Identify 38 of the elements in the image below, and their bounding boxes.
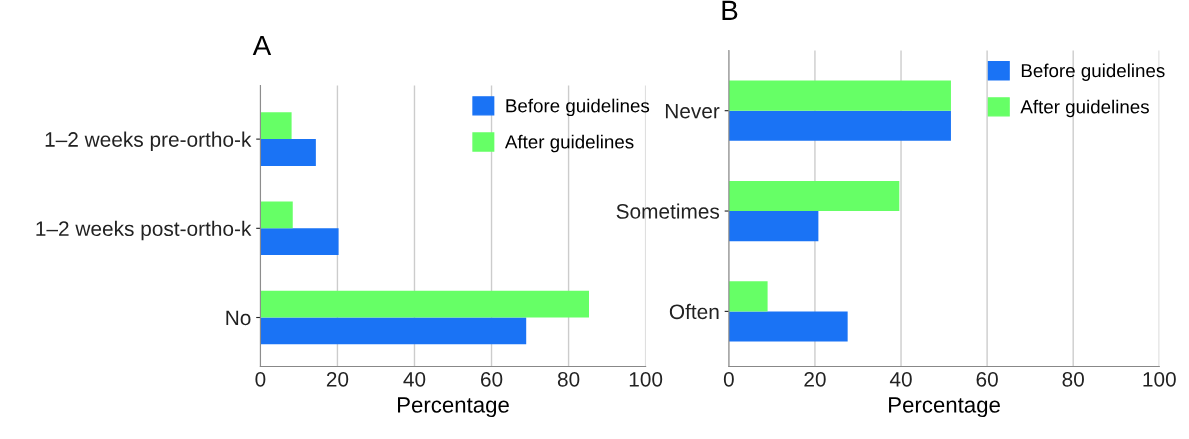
x-tick-label: 40: [889, 371, 912, 387]
x-tick-label: 0: [255, 371, 266, 387]
legend-label: After guidelines: [504, 134, 634, 153]
y-tick-label: No: [226, 310, 251, 326]
bar: [260, 317, 527, 345]
y-tick-label: Sometimes: [616, 203, 720, 219]
y-tick-label: 1–2 weeks post-ortho-k: [36, 220, 252, 241]
x-tick-label: 40: [403, 371, 426, 387]
bar: [260, 228, 339, 256]
bar: [728, 110, 951, 141]
x-axis-title: Percentage: [889, 397, 1000, 418]
bar: [728, 211, 819, 242]
bar: [260, 112, 292, 140]
x-axis-title: Percentage: [398, 397, 509, 418]
legend-label: Before guidelines: [506, 98, 650, 117]
bar: [728, 311, 848, 342]
x-tick-label: 100: [1143, 371, 1176, 387]
x-tick-label: 60: [481, 371, 503, 387]
x-tick-label: 20: [804, 371, 826, 387]
bar: [728, 80, 951, 111]
y-tick-label: 1–2 weeks pre-ortho-k: [45, 131, 252, 151]
x-tick-label: 80: [1062, 371, 1084, 387]
y-tick-label: Never: [665, 103, 720, 119]
x-tick-label: 20: [326, 371, 349, 387]
bar: [728, 281, 768, 312]
bar: [260, 290, 589, 318]
chart-title: A: [252, 35, 272, 56]
x-tick-label: 80: [557, 371, 580, 387]
legend-label: After guidelines: [1020, 99, 1149, 118]
x-tick-label: 100: [629, 371, 663, 387]
bar: [260, 201, 293, 229]
bar: [728, 180, 900, 212]
x-tick-label: 60: [976, 371, 998, 387]
x-tick-label: 0: [723, 371, 734, 387]
bar: [260, 139, 316, 166]
chart-title: B: [722, 0, 738, 20]
y-tick-label: Often: [669, 303, 719, 320]
legend-label: Before guidelines: [1021, 63, 1165, 81]
